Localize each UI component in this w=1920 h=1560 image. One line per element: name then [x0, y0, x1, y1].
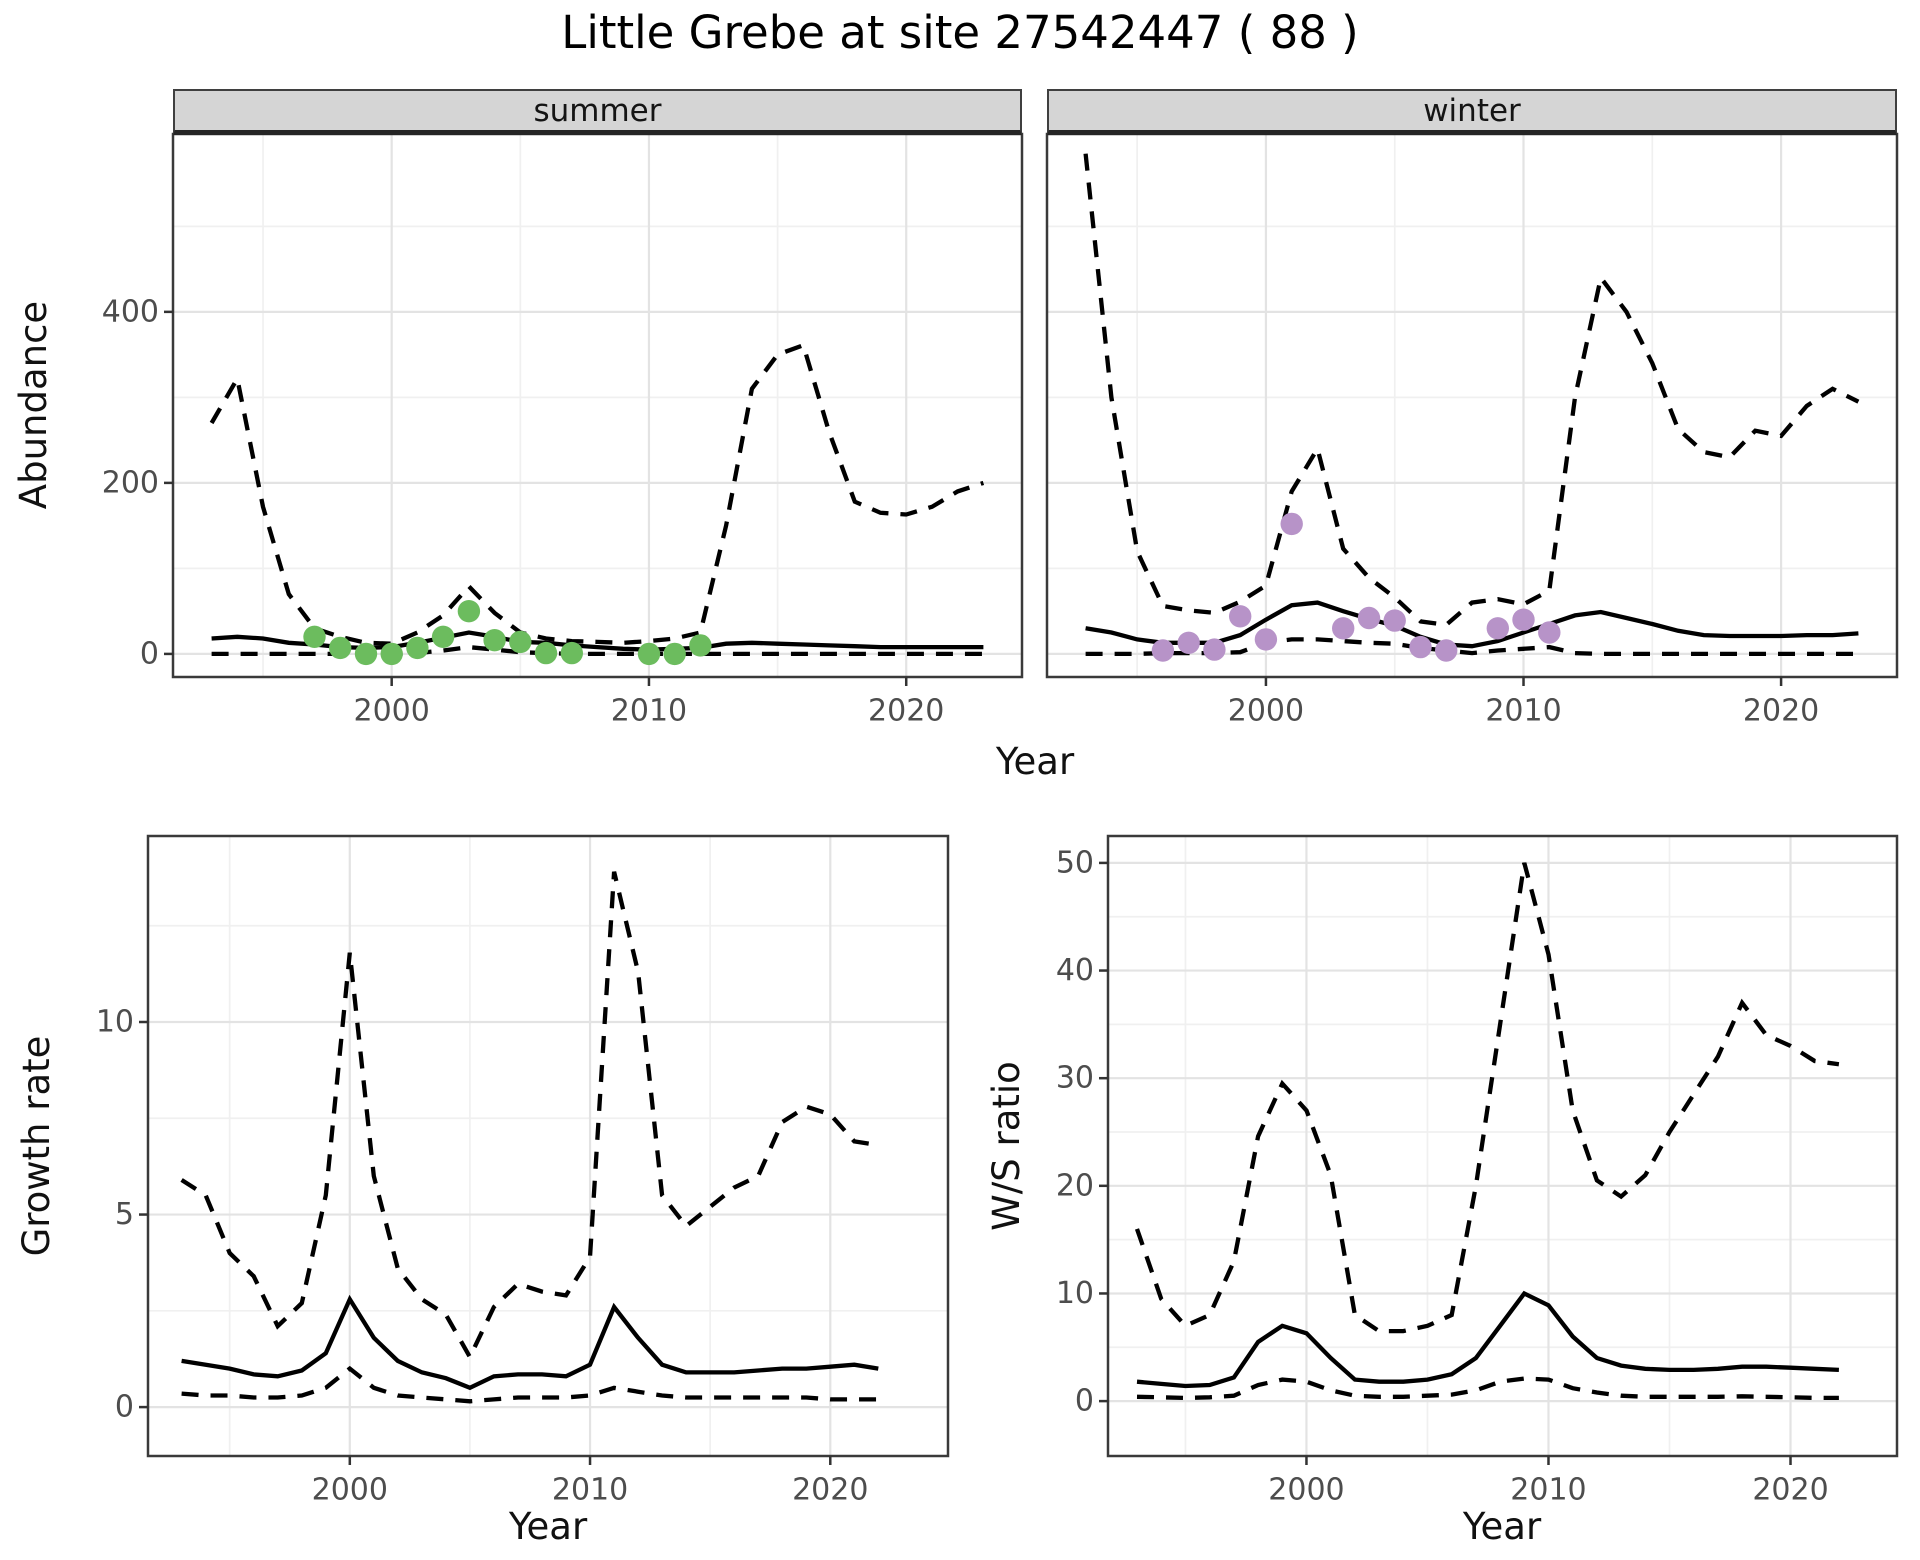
ws_ratio-y-tick-label: 50	[1056, 845, 1094, 880]
abundance_summer-y-tick-label: 0	[140, 636, 159, 671]
growth_rate-median-line	[181, 1294, 879, 1391]
abundance_summer-data-point	[483, 629, 506, 652]
abundance_summer-y-tick-label: 400	[102, 294, 159, 329]
abundance_summer-data-point	[354, 642, 378, 666]
abundance_summer-data-point	[406, 636, 429, 660]
abundance_winter-data-point	[1357, 606, 1381, 630]
abundance_winter-data-point	[1512, 608, 1535, 631]
abundance_winter-data-point	[1332, 617, 1355, 640]
abundance_summer-x-tick-label: 2000	[354, 694, 430, 729]
abundance_summer-data-point	[509, 630, 532, 654]
ws_ratio-y-tick-label: 20	[1056, 1168, 1094, 1203]
abundance_summer-data-point	[637, 642, 661, 666]
growth_rate-y-tick-label: 5	[115, 1197, 134, 1232]
abundance_summer-x-tick-label: 2020	[868, 694, 944, 729]
abundance_summer-panel-bg	[173, 134, 1022, 677]
ws_ratio-x-tick-label: 2010	[1510, 1473, 1586, 1508]
ws_ratio-y-tick-label: 30	[1056, 1061, 1094, 1096]
abundance_summer-upper_ci-line	[209, 342, 985, 646]
ws_ratio-y-tick-label: 0	[1075, 1384, 1094, 1419]
abundance_winter-panel-bg	[1047, 134, 1897, 677]
facet-strip-summer: summer	[173, 89, 1022, 135]
ws_ratio-y-tick-label: 10	[1056, 1276, 1094, 1311]
growth_rate-lower_ci-line	[181, 1365, 879, 1404]
growth_rate-y-tick-label: 0	[115, 1390, 134, 1425]
growth_rate-x-tick-label: 2010	[552, 1473, 628, 1508]
abundance_summer-data-point	[560, 641, 583, 665]
abundance_winter-data-point	[1151, 639, 1175, 662]
growth_rate-panel-border	[146, 834, 950, 1458]
ws_ratio-panel-bg	[1108, 836, 1897, 1456]
abundance_summer-data-point	[329, 636, 352, 660]
abundance_winter-data-point	[1486, 617, 1510, 640]
abundance_summer-x-tick-label: 2010	[611, 694, 687, 729]
abundance_winter-data-point	[1538, 621, 1561, 644]
growth_rate-x-tick-label: 2000	[312, 1473, 388, 1508]
abundance_summer-y-tick-label: 200	[102, 465, 159, 500]
x-axis-title-year-ws: Year	[1462, 1505, 1542, 1548]
abundance_winter-upper_ci-line	[1083, 153, 1860, 628]
chart-title: Little Grebe at site 27542447 ( 88 )	[561, 6, 1359, 59]
growth_rate-panel-bg	[148, 836, 948, 1456]
ws_ratio-median-line	[1136, 1290, 1839, 1389]
abundance_winter-data-point	[1383, 609, 1406, 632]
growth_rate-x-tick-label: 2020	[792, 1473, 868, 1508]
growth_rate-upper_ci-line	[180, 871, 879, 1362]
abundance_summer-data-point	[689, 634, 712, 657]
facet-strip-winter-label: winter	[1423, 92, 1521, 129]
ws_ratio-upper_ci-line	[1134, 862, 1840, 1334]
abundance_summer-data-point	[663, 642, 686, 666]
abundance_summer-data-point	[303, 625, 326, 648]
ws_ratio-x-tick-label: 2020	[1752, 1473, 1828, 1508]
y-axis-title-ws-ratio: W/S ratio	[985, 1061, 1028, 1231]
abundance_summer-data-point	[534, 641, 558, 665]
abundance_winter-data-point	[1280, 512, 1303, 536]
ws_ratio-panel-border	[1106, 834, 1899, 1458]
abundance_winter-data-point	[1409, 635, 1432, 659]
ws_ratio-lower_ci-line	[1136, 1376, 1839, 1401]
abundance_summer-data-point	[380, 642, 403, 666]
abundance_winter-data-point	[1229, 605, 1252, 628]
x-axis-title-year-top: Year	[995, 740, 1075, 783]
abundance_winter-data-point	[1177, 631, 1200, 654]
ws_ratio-x-tick-label: 2000	[1268, 1473, 1344, 1508]
abundance_winter-x-tick-label: 2000	[1228, 694, 1304, 729]
growth_rate-y-tick-label: 10	[96, 1005, 134, 1040]
abundance_winter-data-point	[1435, 639, 1458, 662]
abundance_winter-x-tick-label: 2020	[1743, 694, 1819, 729]
abundance_summer-data-point	[431, 625, 455, 648]
abundance_summer-data-point	[457, 600, 481, 623]
abundance_winter-data-point	[1254, 628, 1278, 651]
abundance_winter-data-point	[1203, 638, 1226, 661]
abundance_winter-x-tick-label: 2010	[1485, 694, 1561, 729]
facet-strip-winter: winter	[1047, 89, 1897, 135]
facet-strip-summer-label: summer	[533, 92, 662, 129]
x-axis-title-year-growth: Year	[508, 1505, 588, 1548]
y-axis-title-abundance: Abundance	[12, 300, 55, 510]
y-axis-title-growth-rate: Growth rate	[15, 1035, 58, 1257]
ws_ratio-y-tick-label: 40	[1056, 953, 1094, 988]
